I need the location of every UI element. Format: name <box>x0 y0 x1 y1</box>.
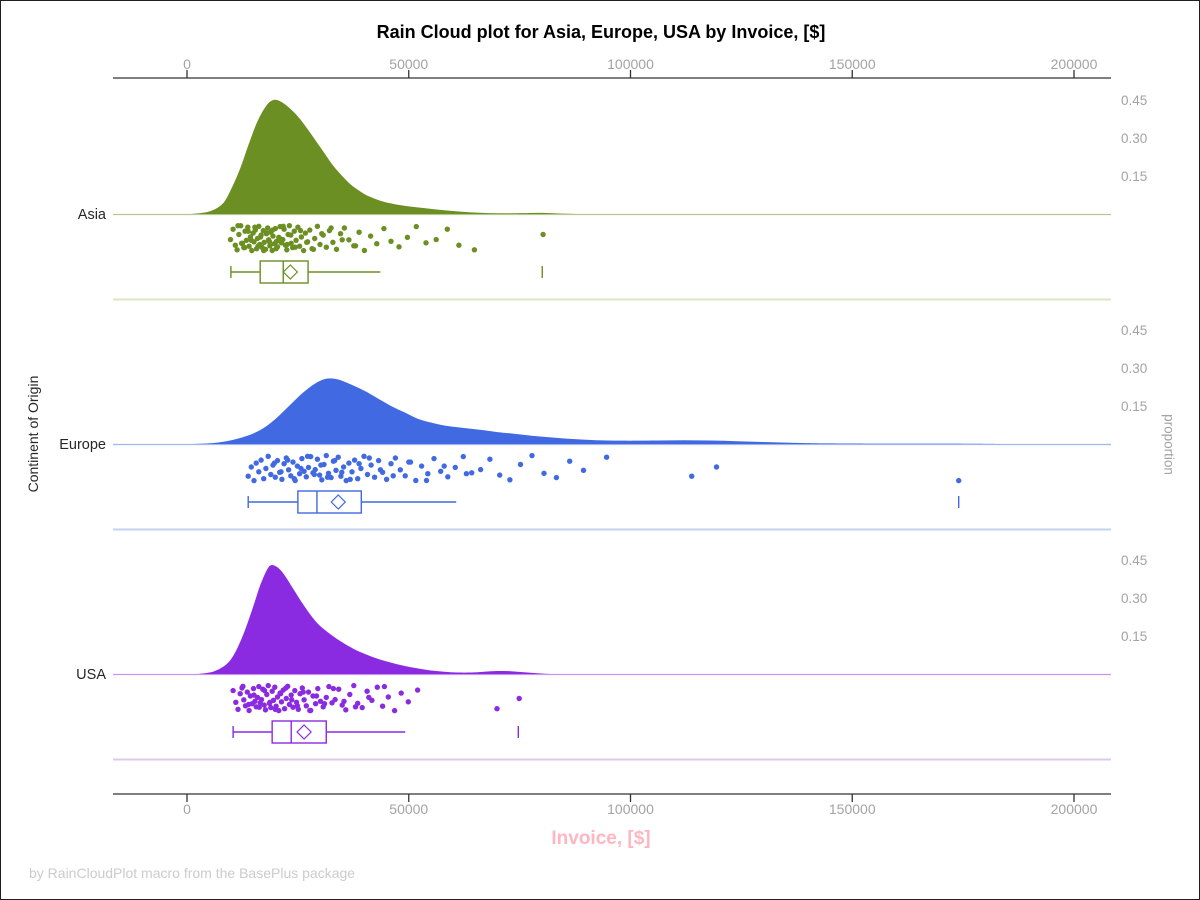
tick-label: 0.30 <box>1121 131 1147 146</box>
tick-label: 200000 <box>1051 56 1098 72</box>
tick-label: 150000 <box>829 56 876 72</box>
proportion-axis-title: proportion <box>1161 414 1177 475</box>
panel-usa: USA 0.45 0.30 0.15 <box>76 553 1147 761</box>
box-plot-europe <box>247 490 960 514</box>
tick-label: 200000 <box>1051 801 1098 817</box>
density-curve-usa <box>198 564 551 674</box>
y-axis-title: Continent of Origin <box>25 375 41 493</box>
tick-label: 0.45 <box>1121 553 1147 568</box>
tick-label: 0.15 <box>1121 399 1147 414</box>
tick-label: 0.45 <box>1121 93 1147 108</box>
tick-label: 0.15 <box>1121 169 1147 184</box>
mean-diamond <box>330 494 347 510</box>
tick-label: 100000 <box>607 56 654 72</box>
category-label-asia: Asia <box>78 207 107 223</box>
bottom-axis: 0 50000 100000 150000 200000 <box>113 793 1111 817</box>
tick-label: 0.30 <box>1121 361 1147 376</box>
tick-label: 100000 <box>607 801 654 817</box>
top-axis: 0 50000 100000 150000 200000 <box>113 56 1111 79</box>
tick-label: 50000 <box>389 56 428 72</box>
tick-label: 0.45 <box>1121 323 1147 338</box>
rain-points-usa <box>230 682 522 714</box>
box-plot-asia <box>230 260 543 284</box>
box-plot-usa <box>232 720 519 744</box>
tick-label: 50000 <box>389 801 428 817</box>
density-curve-europe <box>193 378 1012 444</box>
tick-label: 150000 <box>829 801 876 817</box>
footnote: by RainCloudPlot macro from the BasePlus… <box>29 865 356 881</box>
chart-title: Rain Cloud plot for Asia, Europe, USA by… <box>376 22 826 42</box>
rain-points-asia <box>227 223 546 254</box>
density-curve-asia <box>191 99 578 214</box>
tick-label: 0 <box>183 56 191 72</box>
tick-label: 0.15 <box>1121 629 1147 644</box>
panel-europe: Europe 0.45 0.30 0.15 <box>59 323 1147 531</box>
tick-label: 0 <box>183 801 191 817</box>
category-label-europe: Europe <box>59 437 106 453</box>
rain-points-europe <box>245 452 962 484</box>
mean-diamond <box>296 724 312 740</box>
category-label-usa: USA <box>76 667 106 683</box>
x-axis-title: Invoice, [$] <box>551 828 651 849</box>
mean-diamond <box>282 264 299 280</box>
tick-label: 0.30 <box>1121 591 1147 606</box>
panel-asia: Asia 0.45 0.30 0.15 <box>78 93 1147 301</box>
